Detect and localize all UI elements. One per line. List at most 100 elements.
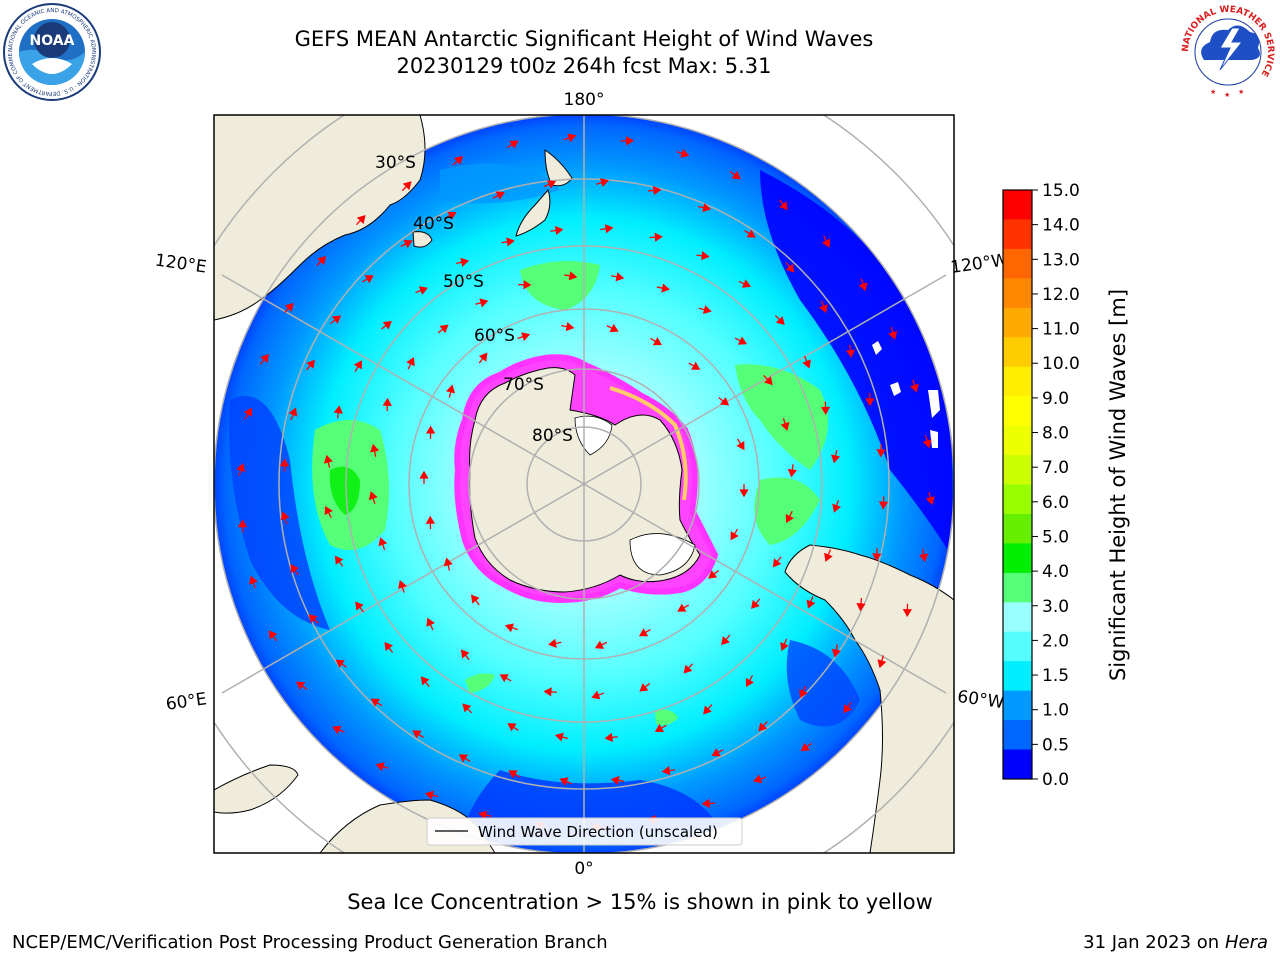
wave-arrow-head bbox=[638, 628, 649, 637]
wave-arrow-head bbox=[736, 441, 745, 451]
wave-arrow-head bbox=[701, 251, 710, 261]
colorbar-tick-label: 7.0 bbox=[1042, 458, 1069, 478]
wave-arrow-head bbox=[412, 730, 422, 739]
wave-arrow-head bbox=[279, 458, 290, 467]
wave-arrow-head bbox=[654, 723, 665, 732]
wave-arrow-head bbox=[443, 557, 453, 567]
svg-text:★: ★ bbox=[1224, 91, 1230, 99]
nws-logo: NATIONAL WEATHER SERVICE ★ ★ ★ bbox=[1180, 4, 1276, 100]
colorbar-segment bbox=[1003, 661, 1032, 692]
wave-arrow-head bbox=[683, 664, 693, 674]
wave-arrow-head bbox=[591, 690, 601, 700]
footer-date: 31 Jan 2023 on Hera bbox=[1083, 932, 1268, 953]
colorbar-tick-label: 1.5 bbox=[1042, 666, 1069, 686]
colorbar-segment bbox=[1003, 455, 1032, 485]
wave-arrow-head bbox=[333, 405, 343, 414]
lon-label-60e: 60°E bbox=[165, 689, 208, 714]
colorbar-segment bbox=[1003, 396, 1032, 427]
wave-arrow-head bbox=[543, 687, 552, 697]
wave-arrow-head bbox=[745, 677, 754, 688]
sea-ice-caption: Sea Ice Concentration > 15% is shown in … bbox=[347, 890, 933, 914]
wave-arrow-head bbox=[922, 439, 932, 449]
wave-arrow-head bbox=[877, 659, 887, 669]
wave-arrow-head bbox=[739, 489, 749, 498]
colorbar-segment bbox=[1003, 307, 1032, 338]
wave-arrow-head bbox=[499, 674, 509, 683]
wave-arrow-head bbox=[872, 553, 882, 562]
wave-arrow-head bbox=[424, 790, 434, 800]
wave-arrow-head bbox=[478, 352, 488, 362]
colorbar-segment bbox=[1003, 484, 1032, 515]
wave-arrow-head bbox=[353, 360, 362, 370]
wave-arrow-head bbox=[335, 659, 345, 668]
wave-arrow-head bbox=[355, 601, 364, 611]
wave-arrow-head bbox=[334, 555, 344, 565]
wave-arrow-head bbox=[799, 688, 808, 699]
wave-arrow-head bbox=[909, 383, 919, 393]
wave-arrow-head bbox=[243, 407, 252, 417]
colorbar-tick-label: 12.0 bbox=[1042, 285, 1080, 305]
wave-arrow-head bbox=[236, 463, 246, 473]
lon-label-120e: 120°E bbox=[154, 251, 208, 278]
map-legend: Wind Wave Direction (unscaled) bbox=[426, 817, 743, 846]
australia-landmass bbox=[214, 115, 426, 321]
wave-arrow-head bbox=[858, 282, 868, 292]
colorbar-border bbox=[1002, 189, 1033, 780]
colorbar-tick-label: 11.0 bbox=[1042, 320, 1080, 340]
colorbar-segment bbox=[1003, 190, 1032, 220]
colorbar: 15.0 14.0 13.0 12.0 11.0 10.0 9.0 8.0 7.0 6.0 5.0 4… bbox=[1002, 181, 1080, 790]
wave-arrow-head bbox=[462, 703, 472, 713]
sea-ice-high-concentration bbox=[609, 386, 688, 501]
chart-subtitle: 20230129 t00z 264h fcst Max: 5.31 bbox=[396, 54, 772, 78]
wave-arrow-head bbox=[741, 279, 752, 288]
wave-arrow-head bbox=[731, 170, 741, 180]
lon-label-180: 180° bbox=[564, 90, 605, 110]
wave-arrow-head bbox=[831, 454, 841, 464]
wave-arrow-head bbox=[403, 239, 413, 249]
wave-arrow-head bbox=[268, 630, 278, 640]
lat-label-60s: 60°S bbox=[474, 326, 515, 346]
wave-arrow-head bbox=[856, 602, 866, 612]
wave-arrow-head bbox=[878, 501, 889, 510]
colorbar-tick-label: 5.0 bbox=[1042, 527, 1069, 547]
wave-arrow-head bbox=[280, 511, 290, 521]
wave-arrow-head bbox=[779, 201, 788, 211]
wave-arrow-head bbox=[925, 496, 935, 506]
wave-arrow-head bbox=[919, 553, 929, 563]
wave-arrow-head bbox=[506, 237, 515, 247]
wave-arrow-head bbox=[284, 302, 294, 312]
svg-text:★: ★ bbox=[1238, 88, 1244, 96]
lon-label-60w: 60°W bbox=[956, 687, 1005, 713]
footer-date-text: 31 Jan 2023 on bbox=[1083, 932, 1220, 953]
wave-arrow-head bbox=[382, 397, 392, 406]
wave-arrow-head bbox=[248, 575, 258, 585]
wave-arrow-head bbox=[370, 443, 380, 453]
wave-arrow-head bbox=[639, 683, 649, 692]
colorbar-tick-label: 0.5 bbox=[1042, 735, 1069, 755]
lon-label-0: 0° bbox=[574, 859, 593, 879]
colorbar-segment bbox=[1003, 602, 1032, 633]
wave-arrow-head bbox=[568, 271, 578, 281]
wave-arrow-head bbox=[426, 617, 435, 627]
wave-arrow-head bbox=[604, 224, 614, 234]
wave-arrow-head bbox=[820, 406, 831, 415]
wave-arrow-head bbox=[758, 722, 768, 732]
wave-arrow-head bbox=[460, 649, 470, 659]
wave-arrow-head bbox=[610, 775, 620, 786]
wave-arrow-head bbox=[296, 681, 306, 690]
wave-arrow-head bbox=[800, 742, 810, 752]
colorbar-segment bbox=[1003, 749, 1032, 780]
chart-title: GEFS MEAN Antarctic Significant Height o… bbox=[294, 27, 874, 51]
wave-arrow-head bbox=[775, 316, 785, 325]
wave-arrow-head bbox=[458, 754, 468, 763]
colorbar-segment bbox=[1003, 572, 1032, 603]
wave-arrow-head bbox=[439, 324, 449, 334]
wave-arrow-head bbox=[730, 531, 739, 541]
wave-arrow-head bbox=[902, 609, 913, 618]
colorbar-segment bbox=[1003, 631, 1032, 662]
legend-label: Wind Wave Direction (unscaled) bbox=[478, 823, 718, 841]
colorbar-segment bbox=[1003, 366, 1032, 397]
wave-arrow-head bbox=[751, 599, 760, 609]
wave-arrow-head bbox=[720, 397, 730, 406]
